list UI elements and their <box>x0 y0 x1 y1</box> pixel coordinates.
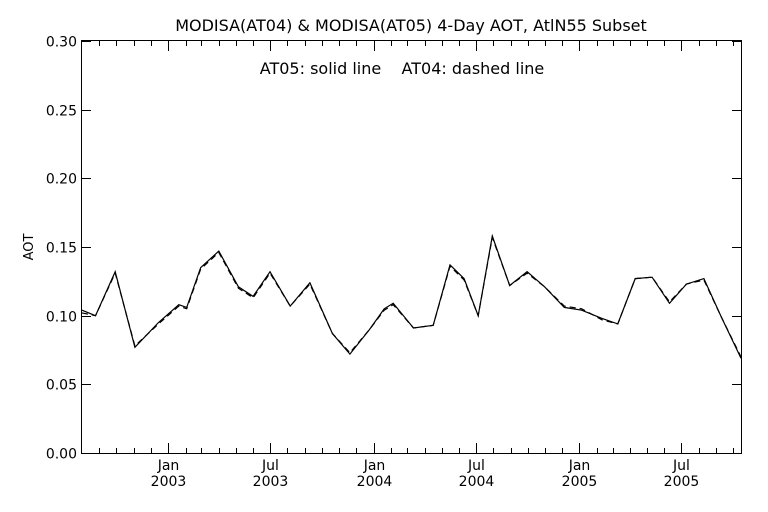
x-tick-label-year: 2004 <box>459 474 495 490</box>
series-line-at04 <box>81 235 742 358</box>
x-axis-ticks: Jan2003Jul2003Jan2004Jul2004Jan2005Jul20… <box>99 41 734 490</box>
x-tick-label-year: 2003 <box>253 474 289 490</box>
series-line-at05 <box>81 233 742 359</box>
x-tick-label-year: 2003 <box>151 474 187 490</box>
y-tick-label: 0.30 <box>46 35 77 51</box>
x-tick-label-year: 2005 <box>562 474 598 490</box>
chart-title: MODISA(AT04) & MODISA(AT05) 4-Day AOT, A… <box>175 16 647 35</box>
y-tick-label: 0.05 <box>46 378 77 394</box>
x-tick-label-month: Jan <box>568 458 591 474</box>
y-tick-label: 0.20 <box>46 172 77 188</box>
plot-frame <box>81 40 742 454</box>
y-tick-label: 0.25 <box>46 104 77 120</box>
y-axis-label: AOT <box>22 234 37 261</box>
x-tick-label-year: 2004 <box>357 474 393 490</box>
series-lines <box>81 233 742 359</box>
x-tick-label-year: 2005 <box>664 474 700 490</box>
y-axis-ticks: 0.00 0.05 0.10 0.15 0.20 0.25 0.30 <box>46 35 741 463</box>
plot-border <box>81 40 742 454</box>
x-tick-label-month: Jul <box>672 458 690 474</box>
x-tick-label-month: Jan <box>363 458 386 474</box>
x-tick-label-month: Jul <box>261 458 279 474</box>
y-tick-label: 0.15 <box>46 241 77 257</box>
y-tick-label: 0.10 <box>46 310 77 326</box>
y-tick-label: 0.00 <box>46 447 77 463</box>
x-tick-label-month: Jul <box>467 458 485 474</box>
series-style-annotation: AT05: solid line AT04: dashed line <box>260 59 545 78</box>
x-tick-label-month: Jan <box>157 458 180 474</box>
